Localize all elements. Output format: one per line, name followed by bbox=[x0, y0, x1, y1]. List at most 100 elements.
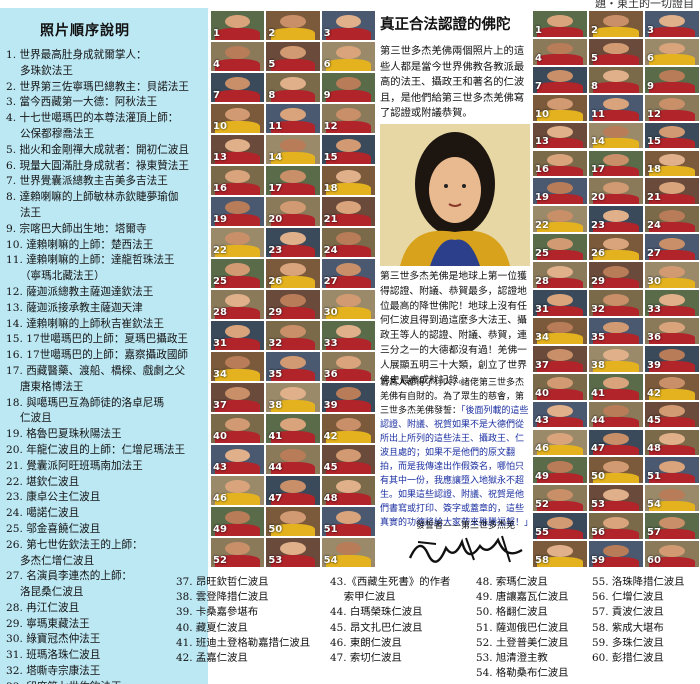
photo-number: 42 bbox=[647, 387, 661, 399]
face-shape bbox=[547, 182, 573, 194]
legend-item: 26. 第七世佐欽法王的上師： bbox=[6, 538, 143, 551]
photo-number: 46 bbox=[535, 443, 549, 455]
robe-shape bbox=[649, 500, 695, 512]
photo-number: 33 bbox=[647, 303, 661, 315]
photo-number: 1 bbox=[535, 24, 542, 36]
oath-quote: 「後面列載的這些認證、附議、祝賀如果不是大德們從所出上所列的這些法王、攝政王、仁… bbox=[380, 406, 534, 528]
face-shape bbox=[280, 356, 306, 370]
right-grid-photo: 28 bbox=[532, 261, 588, 289]
bottom-legend-item: 55. 洛珠降措仁波且 bbox=[592, 576, 685, 588]
photo-number: 42 bbox=[323, 431, 338, 442]
photo-number: 48 bbox=[647, 443, 661, 455]
face-shape bbox=[335, 46, 362, 60]
robe-shape bbox=[215, 369, 261, 381]
robe-shape bbox=[593, 249, 639, 261]
face-shape bbox=[335, 418, 362, 432]
robe-shape bbox=[593, 54, 639, 65]
photo-number: 14 bbox=[268, 152, 283, 163]
face-shape bbox=[659, 154, 685, 167]
robe-shape bbox=[593, 417, 639, 428]
photo-number: 51 bbox=[647, 471, 661, 483]
photo-number: 10 bbox=[213, 121, 227, 132]
legend-item: 15. 17世噶瑪巴的上師：夏瑪巴攝政王 bbox=[6, 333, 189, 346]
right-grid-photo: 11 bbox=[588, 93, 644, 122]
legend-title: 照片順序說明 bbox=[40, 23, 130, 39]
legend-item: 仁波且 bbox=[6, 412, 52, 425]
left-grid-photo: 19 bbox=[210, 196, 266, 227]
right-grid-photo: 52 bbox=[532, 484, 588, 513]
face-shape bbox=[335, 139, 362, 153]
robe-shape bbox=[270, 462, 316, 474]
legend-item: 29. 寧瑪東藏法王 bbox=[6, 617, 90, 630]
robe-shape bbox=[537, 361, 583, 372]
robe-shape bbox=[270, 276, 316, 288]
photo-number: 7 bbox=[213, 90, 220, 101]
robe-shape bbox=[537, 249, 583, 261]
face-shape bbox=[547, 293, 573, 306]
right-grid-photo: 16 bbox=[532, 149, 588, 178]
left-grid-photo: 6 bbox=[320, 41, 376, 72]
legend-item: 31. 班瑪洛珠仁波且 bbox=[6, 649, 101, 662]
photo-number: 15 bbox=[323, 152, 338, 163]
robe-shape bbox=[537, 166, 583, 177]
left-grid-photo: 39 bbox=[320, 382, 376, 413]
photo-number: 8 bbox=[268, 90, 276, 101]
robe-shape bbox=[649, 361, 695, 372]
face-shape bbox=[659, 433, 685, 446]
bottom-legend-item: 56. 仁增仁波且 bbox=[592, 591, 664, 604]
robe-shape bbox=[593, 110, 639, 121]
right-grid-photo: 59 bbox=[588, 540, 644, 568]
face-shape bbox=[659, 405, 685, 418]
robe-shape bbox=[325, 59, 371, 71]
robe-shape bbox=[325, 183, 371, 195]
face-shape bbox=[335, 542, 362, 556]
robe-shape bbox=[325, 152, 371, 164]
face-shape bbox=[280, 201, 306, 215]
robe-shape bbox=[649, 333, 695, 344]
center-paragraph-1: 第三世多杰羌佛兩個照片上的這些人都是當今世界佛教各教派最高的法王、攝政王和著名的… bbox=[380, 45, 525, 120]
photo-number: 44 bbox=[591, 415, 605, 427]
left-grid-photo: 43 bbox=[210, 444, 266, 475]
robe-shape bbox=[537, 193, 583, 205]
face-shape bbox=[547, 42, 573, 55]
right-grid-photo: 9 bbox=[644, 65, 700, 94]
robe-shape bbox=[325, 276, 371, 288]
photo-number: 35 bbox=[591, 331, 605, 343]
legend-item: 10. 達賴喇嘛的上師：楚西法王 bbox=[6, 238, 154, 251]
right-grid-photo: 57 bbox=[644, 512, 700, 541]
face-shape bbox=[280, 387, 306, 401]
photo-number: 33 bbox=[323, 338, 338, 349]
right-grid-photo: 50 bbox=[588, 456, 644, 485]
bottom-legend-item: 60. 彭措仁波且 bbox=[592, 652, 664, 665]
photo-number: 41 bbox=[268, 431, 283, 442]
face-shape bbox=[280, 449, 306, 463]
face-shape bbox=[659, 42, 685, 55]
legend-item: 25. 邬金喜饒仁波且 bbox=[6, 522, 101, 535]
face-shape bbox=[547, 14, 573, 27]
face-shape bbox=[224, 232, 251, 246]
photo-number: 25 bbox=[535, 248, 549, 260]
face-shape bbox=[224, 201, 251, 215]
robe-shape bbox=[649, 26, 695, 37]
face-shape bbox=[659, 377, 685, 390]
right-grid-photo: 55 bbox=[532, 512, 588, 541]
bottom-legend-item: 49. 唐讓嘉瓦仁波且 bbox=[476, 591, 569, 604]
face-shape bbox=[224, 108, 251, 122]
robe-shape bbox=[593, 528, 639, 540]
face-shape bbox=[603, 154, 629, 167]
face-shape bbox=[659, 237, 685, 250]
left-grid-photo: 42 bbox=[320, 413, 376, 444]
right-grid-photo: 4 bbox=[532, 37, 588, 66]
photo-number: 4 bbox=[535, 52, 542, 64]
face-shape bbox=[280, 480, 306, 494]
robe-shape bbox=[593, 82, 639, 93]
photo-number: 52 bbox=[535, 499, 549, 511]
left-grid-photo: 16 bbox=[210, 165, 266, 196]
legend-item: 公保都穆喬法王 bbox=[6, 127, 95, 140]
bottom-legend-item: 44. 白瑪榮珠仁波且 bbox=[330, 606, 423, 619]
photo-number: 56 bbox=[591, 527, 605, 539]
photo-number: 6 bbox=[323, 59, 331, 70]
robe-shape bbox=[537, 389, 583, 400]
legend-item: 13. 薩迦派接承教主薩迦天津 bbox=[6, 301, 143, 314]
face-shape bbox=[224, 542, 251, 556]
